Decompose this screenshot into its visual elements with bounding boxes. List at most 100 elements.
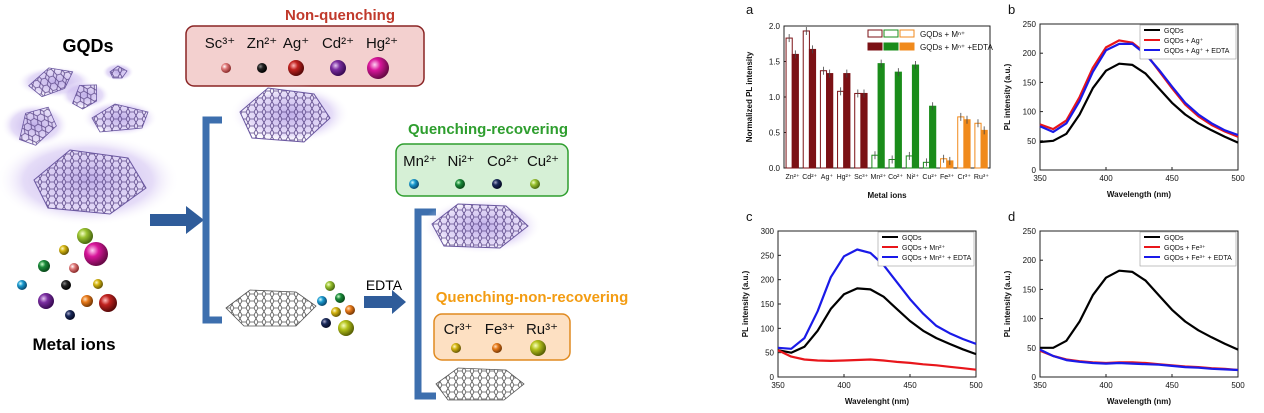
ion-label-zn: Zn²⁺ <box>247 35 277 52</box>
ytick-label-d: 200 <box>1023 256 1037 265</box>
bar-a-series1-11 <box>974 122 982 169</box>
ylabel-d: PL intensity (a.u.) <box>1003 270 1012 337</box>
xtick-label-c: 350 <box>771 381 785 390</box>
metal-ions-cluster <box>17 228 117 320</box>
legend-a-swatch-solid-0 <box>867 42 883 51</box>
bar-a-series1-0 <box>785 37 793 169</box>
xtick-label-b: 400 <box>1099 174 1113 183</box>
legend-a-swatch-open-0 <box>867 29 883 38</box>
ytick-label-c: 0 <box>770 373 775 382</box>
legend-b-label-1: GQDs + Ag⁺ <box>1164 38 1204 45</box>
ion-label-cr: Cr³⁺ <box>444 321 473 338</box>
gqds-label: GQDs <box>62 36 113 56</box>
gqd-bright-2 <box>431 203 529 249</box>
legend-d-label-2: GQDs + Fe³⁺ + EDTA <box>1164 255 1232 262</box>
ytick-label-c: 150 <box>761 300 775 309</box>
ytick-label-b: 200 <box>1023 49 1037 58</box>
bar-a-series2-3 <box>843 73 851 169</box>
gqd-bright-1 <box>239 87 331 143</box>
xtick-label-d: 400 <box>1099 381 1113 390</box>
ylabel-b: PL intensity (a.u.) <box>1003 63 1012 130</box>
chart-panel-d: d 0 50 100 150 200 250 350 400 450 500 GQDs GQDs + F… <box>1000 207 1264 413</box>
gqd-flakes <box>0 63 180 226</box>
plot-frame-d <box>1039 230 1239 378</box>
ion-label-fe: Fe³⁺ <box>485 321 515 338</box>
axes-d: 0 50 100 150 200 250 <box>1023 227 1239 382</box>
xtick-label-c: 450 <box>903 381 917 390</box>
legend-a-swatch-solid-2 <box>899 42 915 51</box>
xtick-label-a: Co²⁺ <box>888 174 903 181</box>
plot-frame-b <box>1039 23 1239 171</box>
legend-c-label-2: GQDs + Mn²⁺ + EDTA <box>902 255 972 262</box>
branch-bracket <box>202 116 222 324</box>
xtick-label-a: Zn²⁺ <box>785 174 800 181</box>
series-line-b-0 <box>1039 62 1239 144</box>
xlabel-d: Wavelength (nm) <box>1107 397 1171 406</box>
ytick-label-d: 250 <box>1023 227 1037 236</box>
axes-a: 0.0 0.5 1.0 1.5 2.0 <box>769 22 991 173</box>
ytick-label-b: 100 <box>1023 108 1037 117</box>
non-quenching-title: Non-quenching <box>285 7 395 24</box>
ytick-label-b: 50 <box>1027 137 1036 146</box>
xtick-label-a: Ni²⁺ <box>906 174 919 181</box>
ion-label-mn: Mn²⁺ <box>403 153 437 170</box>
bar-a-series1-4 <box>854 92 862 169</box>
xtick-label-b: 350 <box>1033 174 1047 183</box>
series-line-b-2 <box>1039 42 1239 137</box>
xtick-label-b: 500 <box>1231 174 1245 183</box>
xtick-label-b: 450 <box>1165 174 1179 183</box>
legend-a: GQDs + Mⁿ⁺ GQDs + Mⁿ⁺ +EDTA <box>867 29 993 52</box>
chart-panel-b: b 0 50 100 150 200 250 350 400 450 500 GQDs GQDs + A… <box>1000 0 1264 206</box>
series-line-d-0 <box>1040 269 1239 351</box>
xtick-label-a: Ru³⁺ <box>974 174 989 181</box>
legend-a-row2: GQDs + Mⁿ⁺ +EDTA <box>920 43 993 52</box>
bar-a-series2-10 <box>963 119 971 169</box>
bar-a-series2-6 <box>894 71 902 169</box>
legend-d-label-0: GQDs <box>1164 235 1184 242</box>
recovery-bracket <box>414 208 436 400</box>
xlabel-b: Wavelength (nm) <box>1107 190 1171 199</box>
ytick-label-c: 250 <box>761 251 775 260</box>
ylabel-c: PL intensity (a.u.) <box>741 270 750 337</box>
axes-b: 0 50 100 150 200 250 <box>1023 20 1239 175</box>
ylabel-a: Normalized PL intensity <box>745 51 754 142</box>
quenching-recovering-box <box>395 143 569 197</box>
legend-a-swatch-solid-1 <box>883 42 899 51</box>
legend-d-label-1: GQDs + Fe³⁺ <box>1164 245 1206 252</box>
ytick-label-a: 1.5 <box>769 58 781 67</box>
ytick-label-b: 250 <box>1023 20 1037 29</box>
xtick-label-c: 500 <box>969 381 983 390</box>
bar-a-series2-7 <box>911 64 920 169</box>
ion-label-ag: Ag⁺ <box>283 35 309 52</box>
legend-a-swatch-open-2 <box>899 29 915 38</box>
xtick-label-a: Cd²⁺ <box>802 174 817 181</box>
bar-a-series2-2 <box>826 73 834 169</box>
xlabel-c: Wavelenght (nm) <box>845 397 909 406</box>
legend-a-row1: GQDs + Mⁿ⁺ <box>920 30 965 39</box>
ytick-label-c: 300 <box>761 227 775 236</box>
panel-label-c: c <box>746 209 753 224</box>
quenching-non-recovering-title: Quenching-non-recovering <box>436 289 629 306</box>
bar-a-series2-4 <box>860 92 868 169</box>
ytick-label-d: 100 <box>1023 315 1037 324</box>
chart-d-svg: d 0 50 100 150 200 250 350 400 450 500 GQDs GQDs + F… <box>1003 209 1245 406</box>
xtick-label-a: Cu²⁺ <box>922 174 937 181</box>
ytick-label-b: 150 <box>1023 78 1037 87</box>
bar-a-series1-3 <box>837 90 845 169</box>
xtick-label-a: Hg²⁺ <box>837 174 852 181</box>
ytick-label-c: 200 <box>761 276 775 285</box>
legend-c: GQDs GQDs + Mn²⁺ GQDs + Mn²⁺ + EDTA <box>877 231 975 267</box>
non-quenching-ion-labels: Sc³⁺ Zn²⁺ Ag⁺ Cd²⁺ Hg²⁺ <box>205 35 398 52</box>
ion-label-cu: Cu²⁺ <box>527 153 559 170</box>
ion-label-hg: Hg²⁺ <box>366 35 398 52</box>
edta-arrow <box>364 290 406 314</box>
main-arrow <box>150 206 204 234</box>
chart-panel-c: c 0 50 100 150 200 250 300 350 400 450 500 GQDs GQDs … <box>738 207 1000 413</box>
series-line-d-2 <box>1039 348 1239 372</box>
ytick-label-a: 0.0 <box>769 164 781 173</box>
ion-label-co: Co²⁺ <box>487 153 519 170</box>
series-line-c-0 <box>777 287 977 356</box>
series-line-c-2 <box>777 248 977 350</box>
ytick-label-b: 0 <box>1032 166 1037 175</box>
